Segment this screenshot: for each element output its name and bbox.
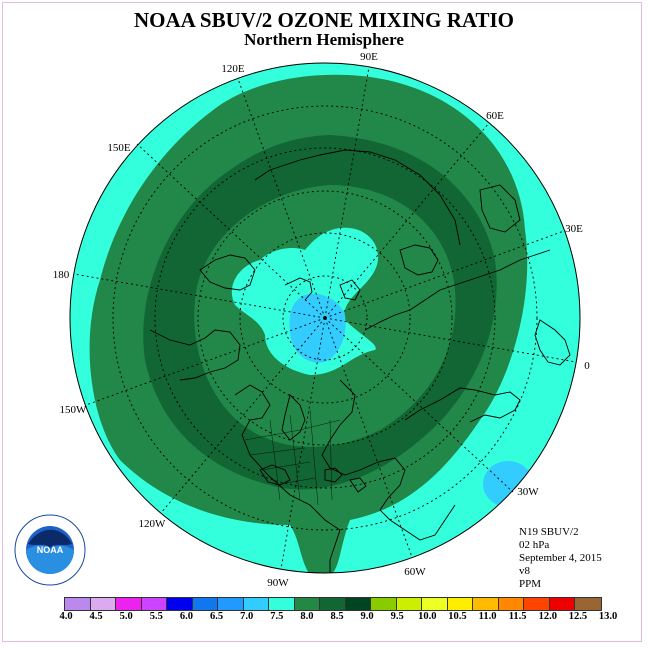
colorbar-tick-label: 12.0 bbox=[538, 611, 557, 622]
colorbar bbox=[64, 597, 602, 611]
colorbar-tick-label: 6.5 bbox=[209, 611, 224, 622]
lon-label-60e: 60E bbox=[486, 110, 504, 122]
lon-label-30e: 30E bbox=[565, 223, 583, 235]
map-title: NOAA SBUV/2 OZONE MIXING RATIO bbox=[134, 8, 514, 32]
info-satellite: N19 SBUV/2 bbox=[519, 526, 579, 538]
colorbar-swatch bbox=[294, 598, 320, 610]
info-version: v8 bbox=[519, 565, 530, 577]
lon-label-0: 0 bbox=[584, 360, 590, 372]
lon-label-30w: 30W bbox=[517, 486, 539, 498]
map-subtitle: Northern Hemisphere bbox=[244, 30, 404, 49]
lon-label-120e: 120E bbox=[221, 63, 245, 75]
colorbar-swatch bbox=[371, 598, 397, 610]
figure-frame bbox=[2, 2, 642, 642]
colorbar-tick-label: 5.5 bbox=[149, 611, 163, 622]
lon-label-60w: 60W bbox=[404, 566, 426, 578]
info-block: N19 SBUV/2 02 hPa September 4, 2015 v8 P… bbox=[519, 526, 602, 591]
colorbar-tick-label: 11.0 bbox=[478, 611, 497, 622]
colorbar-tick-label: 10.5 bbox=[448, 611, 467, 622]
field-pole bbox=[289, 293, 346, 363]
lon-label-180: 180 bbox=[52, 269, 70, 281]
colorbar-tick-label: 9.0 bbox=[360, 611, 374, 622]
colorbar-swatch bbox=[269, 598, 295, 610]
colorbar-swatch bbox=[345, 598, 371, 610]
colorbar-tick-label: 8.0 bbox=[300, 611, 314, 622]
state-borders bbox=[244, 409, 341, 506]
colorbar-swatch bbox=[473, 598, 499, 610]
colorbar-swatch bbox=[575, 598, 601, 610]
colorbar-tick-label: 9.5 bbox=[390, 611, 404, 622]
colorbar-swatch bbox=[167, 598, 193, 610]
colorbar-tick-label: 13.0 bbox=[598, 611, 618, 622]
colorbar-swatch bbox=[447, 598, 473, 610]
colorbar-tick-label: 12.5 bbox=[568, 611, 588, 622]
colorbar-swatch bbox=[243, 598, 269, 610]
map-boundary bbox=[69, 62, 581, 574]
lon-label-90e: 90E bbox=[360, 51, 378, 63]
colorbar-swatch bbox=[192, 598, 218, 610]
colorbar-tick-label: 8.5 bbox=[330, 611, 344, 622]
graticule-meridians bbox=[73, 66, 577, 570]
info-date: September 4, 2015 bbox=[519, 552, 602, 564]
lon-label-120w: 120W bbox=[138, 518, 166, 530]
colorbar-tick-label: 4.5 bbox=[89, 611, 103, 622]
colorbar-swatch bbox=[396, 598, 422, 610]
colorbar-tick-label: 4.0 bbox=[59, 611, 73, 622]
lon-label-90w: 90W bbox=[267, 577, 289, 589]
field-blob bbox=[483, 461, 533, 507]
colorbar-tick-label: 7.5 bbox=[270, 611, 284, 622]
colorbar-swatch bbox=[422, 598, 448, 610]
lon-label-150e: 150E bbox=[107, 142, 131, 154]
info-level: 02 hPa bbox=[519, 539, 550, 551]
colorbar-swatch bbox=[65, 598, 91, 610]
colorbar-tick-label: 11.5 bbox=[508, 611, 527, 622]
coastlines bbox=[149, 149, 571, 573]
colorbar-swatch bbox=[90, 598, 116, 610]
colorbar-swatch bbox=[218, 598, 244, 610]
colorbar-swatch bbox=[549, 598, 575, 610]
colorbar-tick-label: 6.0 bbox=[179, 611, 193, 622]
colorbar-tick-label: 10.0 bbox=[418, 611, 437, 622]
info-units: PPM bbox=[519, 578, 542, 590]
colorbar-tick-label: 7.0 bbox=[240, 611, 254, 622]
svg-text:NOAA: NOAA bbox=[37, 545, 64, 555]
colorbar-swatch bbox=[524, 598, 550, 610]
graticule-circles bbox=[112, 105, 538, 531]
lon-label-150w: 150W bbox=[59, 404, 87, 416]
colorbar-swatch bbox=[498, 598, 524, 610]
noaa-logo: NOAA bbox=[14, 514, 86, 586]
colorbar-swatch bbox=[116, 598, 142, 610]
colorbar-swatch bbox=[320, 598, 346, 610]
colorbar-swatch bbox=[141, 598, 167, 610]
colorbar-tick-label: 5.0 bbox=[119, 611, 133, 622]
